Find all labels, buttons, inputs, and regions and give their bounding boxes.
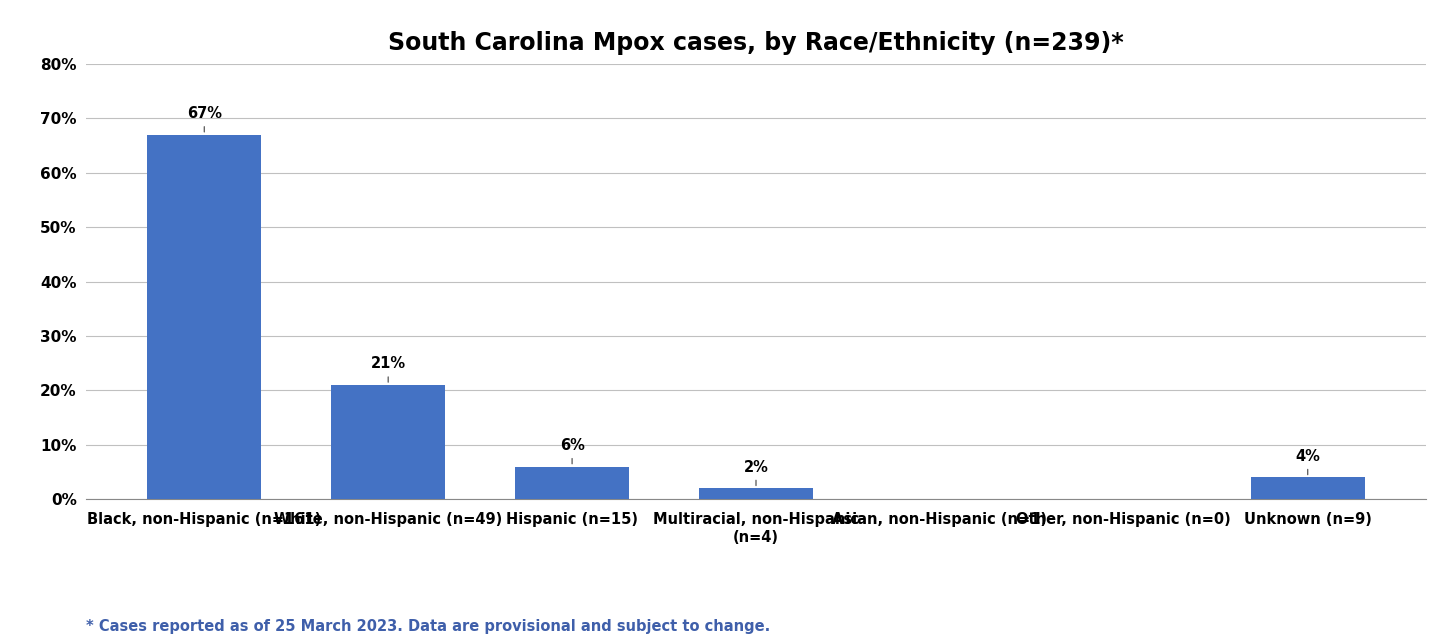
Text: 67%: 67% [187,106,222,132]
Text: 2%: 2% [743,460,769,486]
Text: 21%: 21% [370,356,406,382]
Bar [147,134,261,499]
Text: 6%: 6% [560,438,585,464]
Bar [1251,477,1365,499]
Text: 4%: 4% [1295,449,1320,475]
Bar [331,385,445,499]
Bar [698,488,814,499]
Title: South Carolina Mpox cases, by Race/Ethnicity (n=239)*: South Carolina Mpox cases, by Race/Ethni… [389,31,1123,55]
Bar [516,467,629,499]
Text: * Cases reported as of 25 March 2023. Data are provisional and subject to change: * Cases reported as of 25 March 2023. Da… [86,619,770,634]
